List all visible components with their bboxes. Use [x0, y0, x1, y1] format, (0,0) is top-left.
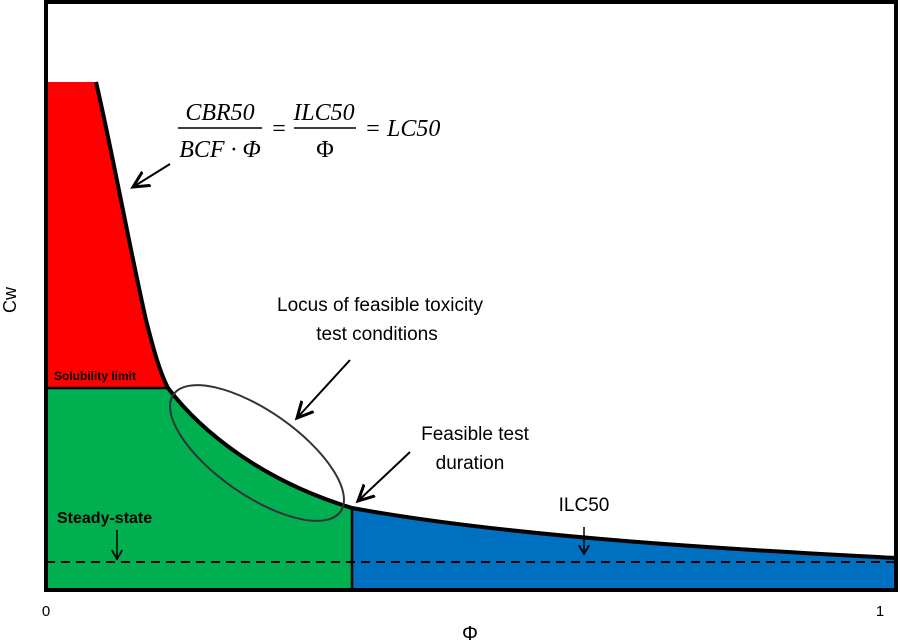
x-tick-max: 1 — [876, 603, 884, 620]
x-tick-min: 0 — [42, 603, 50, 620]
locus-label-line1: Locus of feasible toxicity — [277, 295, 483, 316]
x-axis-label: Φ — [462, 623, 478, 644]
eq-rhs: LC50 — [386, 116, 440, 142]
locus-arrow — [297, 359, 351, 418]
plot-frame — [44, 0, 898, 592]
equation-arrow — [133, 163, 171, 187]
duration-label-line2: duration — [436, 453, 505, 474]
ilc50-label: ILC50 — [559, 495, 610, 516]
eq-frac1-numerator: CBR50 — [185, 100, 254, 126]
green-region — [46, 388, 352, 590]
solubility-limit-label: Solubility limit — [54, 369, 136, 383]
eq-frac1-denominator: BCF · Φ — [179, 137, 261, 163]
locus-label-line2: test conditions — [316, 324, 437, 345]
red-region — [46, 82, 168, 388]
eq-equals-2: = — [366, 116, 380, 142]
duration-arrow — [358, 451, 411, 501]
eq-equals-1: = — [272, 116, 286, 142]
y-axis-label: Cw — [0, 286, 20, 313]
eq-frac2-numerator: ILC50 — [292, 100, 354, 126]
eq-frac2-denominator: Φ — [316, 137, 334, 163]
lc50-curve — [94, 81, 897, 560]
duration-label-line1: Feasible test — [421, 424, 529, 445]
steady-state-label: Steady-state — [57, 510, 152, 527]
locus-ellipse — [169, 384, 345, 522]
